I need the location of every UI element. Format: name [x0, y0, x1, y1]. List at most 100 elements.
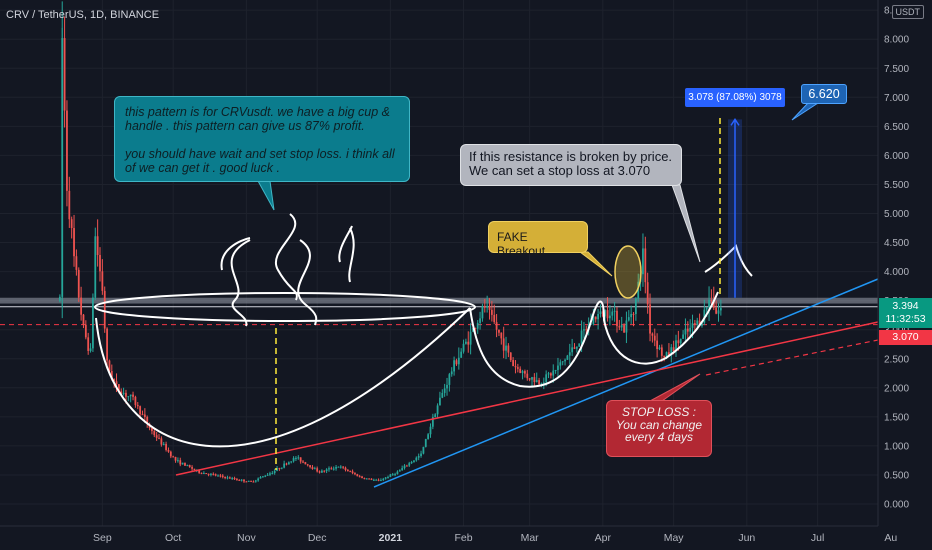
- candle-body: [375, 479, 378, 481]
- candle-body: [193, 468, 196, 470]
- candle-body: [405, 465, 408, 467]
- candle-body: [108, 360, 111, 371]
- candle-body: [599, 311, 602, 315]
- candle-body: [174, 456, 177, 461]
- candle-body: [698, 320, 701, 326]
- candle-body: [259, 477, 262, 479]
- candle-body: [535, 380, 538, 383]
- y-tick-label: 2.000: [884, 383, 909, 394]
- candle-body: [321, 470, 323, 473]
- candle-body: [186, 465, 189, 467]
- candle-body: [498, 329, 500, 333]
- y-tick-label: 0.500: [884, 470, 909, 481]
- candle-body: [146, 416, 149, 424]
- candle-body: [68, 190, 71, 220]
- x-tick-label: Mar: [521, 532, 540, 544]
- candle-body: [476, 322, 479, 329]
- breakout-arrow: [704, 244, 753, 277]
- candle-body: [592, 316, 595, 324]
- candle-body: [75, 256, 78, 270]
- candle-body: [670, 347, 673, 356]
- candle-body: [693, 323, 696, 325]
- candle-body: [66, 110, 68, 191]
- price-axis[interactable]: 0.0000.5001.0001.5002.0002.5003.0003.500…: [877, 0, 932, 550]
- candle-body: [354, 473, 356, 475]
- candle-body: [668, 352, 670, 356]
- candle-body: [92, 297, 94, 349]
- candle-body: [181, 462, 184, 465]
- candle-body: [299, 457, 302, 462]
- candle-body: [58, 296, 61, 301]
- candle-body: [413, 460, 415, 462]
- candle-body: [179, 460, 182, 465]
- candle-body: [313, 468, 316, 470]
- candle-body: [675, 340, 677, 352]
- candle-body: [261, 476, 264, 478]
- candle-body: [427, 434, 430, 440]
- y-tick-label: 1.000: [884, 441, 909, 452]
- candle-body: [408, 463, 411, 466]
- candle-body: [89, 348, 92, 351]
- candle-body: [356, 474, 359, 477]
- candle-body: [221, 475, 224, 477]
- candle-body: [462, 343, 465, 352]
- last-price-value: 3.394: [892, 300, 919, 312]
- candle-body: [415, 457, 418, 461]
- x-tick-label: Jul: [811, 532, 824, 544]
- candle-body: [335, 467, 337, 469]
- candle-body: [642, 248, 644, 275]
- candle-body: [330, 468, 333, 470]
- candle-body: [528, 378, 531, 380]
- candle-body: [240, 479, 243, 481]
- main-pattern-note[interactable]: this pattern is for CRVusdt. we have a b…: [114, 96, 410, 182]
- candle-body: [552, 370, 555, 376]
- y-tick-label: 4.500: [884, 238, 909, 249]
- measure-label[interactable]: 3.078 (87.08%) 3078: [685, 88, 785, 107]
- candle-body: [125, 392, 127, 397]
- candle-body: [73, 228, 75, 257]
- stop-loss-note[interactable]: STOP LOSS : You can change every 4 days: [606, 400, 712, 457]
- y-tick-label: 5.000: [884, 209, 909, 220]
- candle-body: [424, 439, 427, 447]
- x-tick-label: Jun: [738, 532, 755, 544]
- candle-body: [495, 322, 498, 330]
- candle-body: [549, 373, 552, 376]
- target-price-note[interactable]: 6.620: [801, 84, 847, 104]
- candle-body: [542, 382, 545, 384]
- candle-body: [110, 370, 113, 380]
- candle-body: [167, 449, 170, 452]
- candle-body: [287, 462, 290, 465]
- x-tick-label: May: [664, 532, 685, 544]
- candle-body: [264, 475, 267, 477]
- candle-body: [103, 290, 106, 329]
- resistance-note[interactable]: If this resistance is broken by price. W…: [460, 144, 682, 186]
- candle-body: [609, 315, 611, 319]
- candle-body: [705, 307, 708, 310]
- candle-body: [665, 352, 668, 358]
- candle-body: [677, 340, 680, 344]
- time-axis[interactable]: Sep Oct Nov Dec 2021 Feb Mar Apr May Jun Jul Au: [0, 525, 897, 544]
- steam-stroke: [348, 227, 355, 283]
- candle-body: [276, 468, 278, 471]
- y-tick-label: 1.500: [884, 412, 909, 423]
- candle-body: [200, 472, 203, 474]
- candle-body: [387, 477, 389, 479]
- candle-body: [526, 373, 529, 379]
- candle-body: [84, 324, 87, 338]
- candle-body: [129, 394, 132, 397]
- candle-body: [488, 305, 491, 310]
- candle-body: [644, 248, 647, 283]
- candle-body: [521, 371, 524, 373]
- x-tick-label: Oct: [165, 532, 181, 544]
- candle-body: [165, 443, 167, 450]
- candle-body: [136, 404, 139, 407]
- candle-body: [417, 455, 420, 458]
- symbol-title[interactable]: CRV / TetherUS, 1D, BINANCE: [6, 9, 160, 21]
- candle-body: [292, 458, 295, 462]
- fake-breakout-note[interactable]: FAKE Breakout: [488, 221, 588, 258]
- candle-body: [620, 325, 623, 328]
- candle-body: [684, 328, 687, 335]
- candle-body: [332, 468, 335, 470]
- currency-badge[interactable]: USDT: [891, 5, 924, 19]
